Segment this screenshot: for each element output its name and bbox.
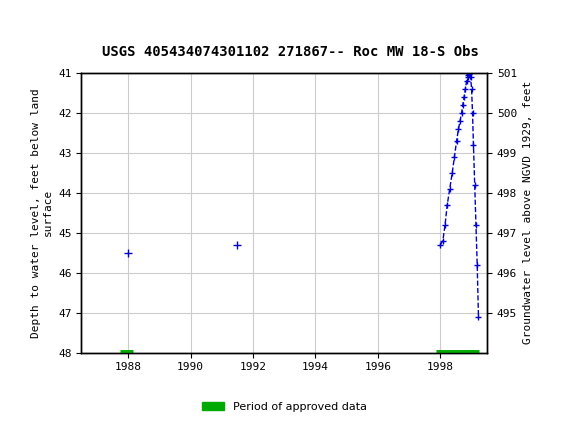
Text: ≣USGS: ≣USGS	[12, 13, 70, 32]
Text: USGS 405434074301102 271867-- Roc MW 18-S Obs: USGS 405434074301102 271867-- Roc MW 18-…	[102, 45, 478, 59]
Legend: Period of approved data: Period of approved data	[197, 397, 371, 416]
Y-axis label: Groundwater level above NGVD 1929, feet: Groundwater level above NGVD 1929, feet	[523, 81, 532, 344]
Y-axis label: Depth to water level, feet below land
surface: Depth to water level, feet below land su…	[31, 88, 52, 338]
